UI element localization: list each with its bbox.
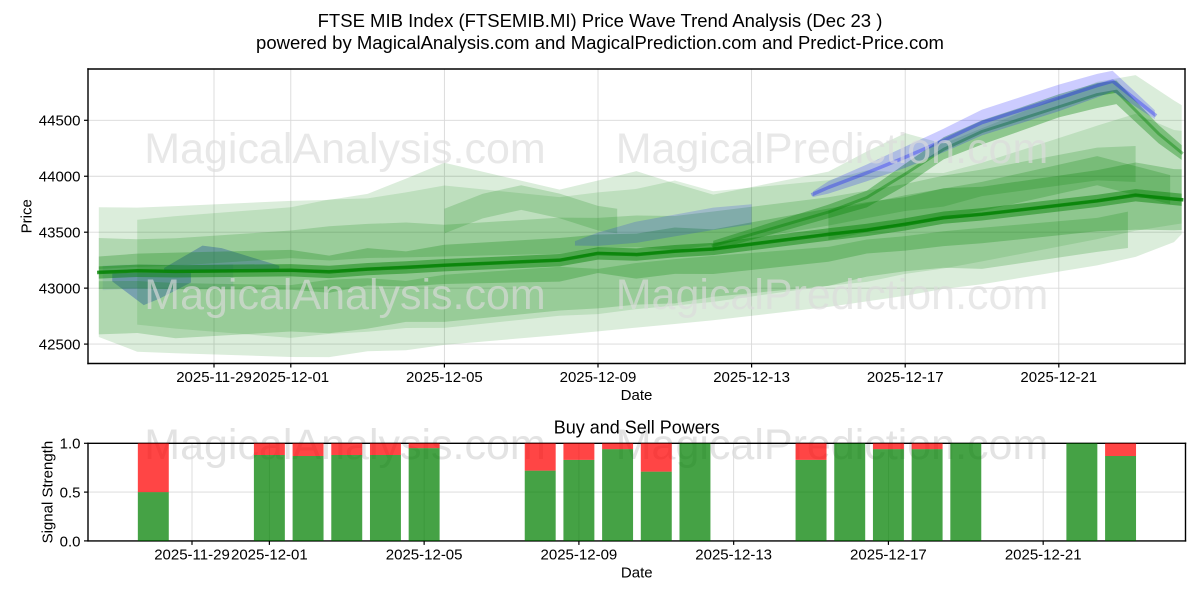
- svg-text:2025-11-29: 2025-11-29: [176, 369, 252, 386]
- svg-text:powered by MagicalAnalysis.com: powered by MagicalAnalysis.com and Magic…: [256, 32, 944, 53]
- svg-text:2025-12-09: 2025-12-09: [541, 546, 618, 563]
- svg-text:44500: 44500: [39, 113, 81, 130]
- svg-text:2025-12-09: 2025-12-09: [560, 369, 637, 386]
- svg-text:2025-12-13: 2025-12-13: [695, 546, 772, 563]
- svg-text:2025-12-17: 2025-12-17: [850, 546, 927, 563]
- svg-text:Date: Date: [621, 387, 653, 404]
- svg-text:42500: 42500: [39, 337, 81, 354]
- svg-text:Buy and Sell Powers: Buy and Sell Powers: [554, 417, 720, 437]
- svg-text:2025-12-01: 2025-12-01: [231, 546, 308, 563]
- svg-text:2025-12-21: 2025-12-21: [1005, 546, 1082, 563]
- svg-text:MagicalAnalysis.com: MagicalAnalysis.com: [144, 125, 545, 173]
- svg-text:43500: 43500: [39, 225, 81, 242]
- svg-text:MagicalAnalysis.com: MagicalAnalysis.com: [144, 271, 545, 319]
- svg-text:2025-12-13: 2025-12-13: [713, 369, 790, 386]
- svg-text:FTSE MIB Index (FTSEMIB.MI) Pr: FTSE MIB Index (FTSEMIB.MI) Price Wave T…: [318, 10, 883, 31]
- svg-text:Price: Price: [19, 199, 36, 233]
- svg-text:Signal Strength: Signal Strength: [40, 441, 57, 544]
- svg-text:1.0: 1.0: [60, 436, 81, 453]
- svg-text:2025-12-21: 2025-12-21: [1020, 369, 1097, 386]
- svg-text:Date: Date: [621, 564, 653, 581]
- svg-text:0.0: 0.0: [60, 533, 81, 550]
- svg-text:2025-11-29: 2025-11-29: [154, 546, 230, 563]
- svg-text:2025-12-05: 2025-12-05: [386, 546, 463, 563]
- svg-text:44000: 44000: [39, 169, 81, 186]
- svg-text:MagicalPrediction.com: MagicalPrediction.com: [616, 125, 1049, 173]
- svg-text:0.5: 0.5: [60, 485, 81, 502]
- svg-text:MagicalPrediction.com: MagicalPrediction.com: [616, 271, 1049, 319]
- svg-text:2025-12-01: 2025-12-01: [252, 369, 329, 386]
- svg-text:2025-12-17: 2025-12-17: [867, 369, 944, 386]
- svg-text:2025-12-05: 2025-12-05: [406, 369, 483, 386]
- svg-text:43000: 43000: [39, 281, 81, 298]
